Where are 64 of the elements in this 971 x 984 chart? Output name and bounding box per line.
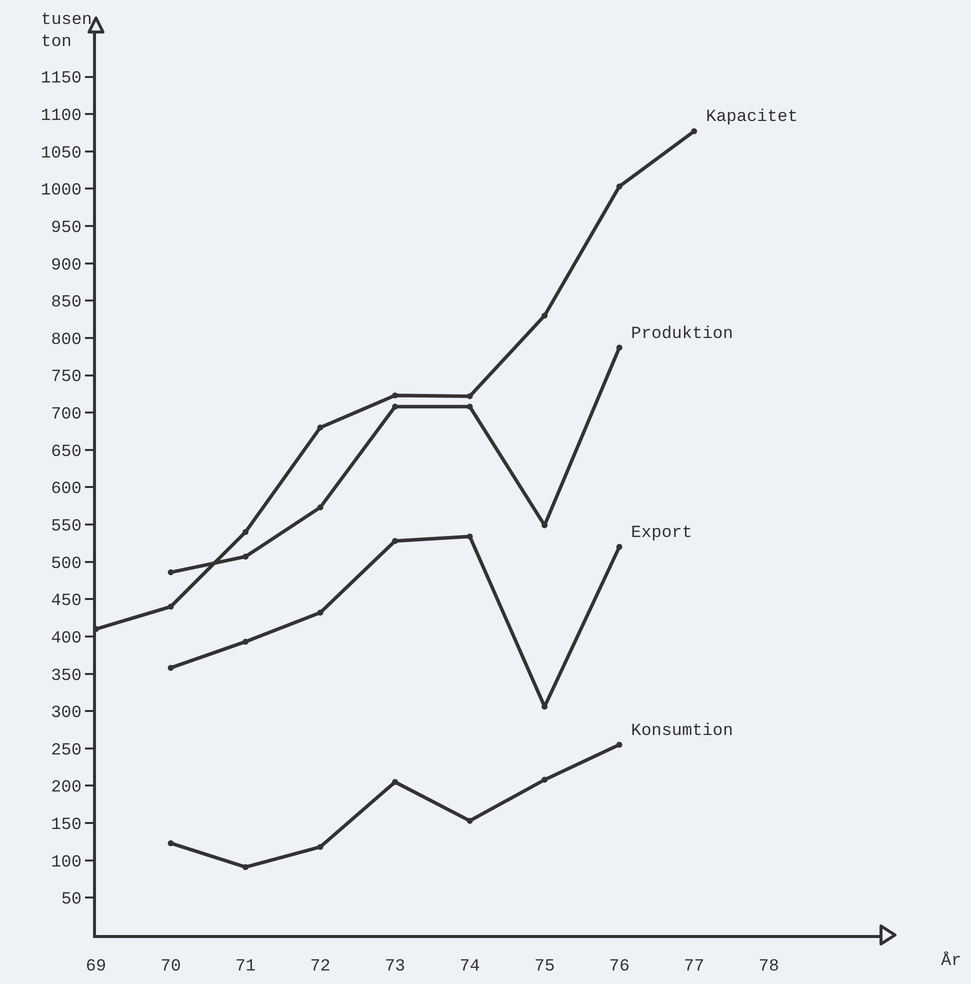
point [168, 664, 174, 671]
point [168, 604, 174, 610]
point [242, 864, 249, 870]
y-tick-label: 550 [50, 518, 82, 536]
x-tick-label: 75 [534, 957, 555, 976]
y-tick-label: 500 [50, 554, 82, 574]
series-label: Export [631, 524, 692, 543]
point [466, 533, 473, 540]
y-tick-label: 50 [61, 890, 82, 910]
y-tick-label: 400 [50, 629, 82, 648]
point [242, 529, 249, 536]
series-label: Produktion [631, 325, 734, 344]
point [542, 312, 548, 319]
y-tick-label: 1050 [40, 144, 82, 164]
y-tick-label: 200 [50, 778, 82, 798]
y-tick-label: 250 [50, 741, 82, 760]
point [242, 554, 249, 560]
point [317, 610, 324, 616]
point [616, 544, 622, 550]
x-tick-label: 78 [758, 957, 780, 976]
y-tick-label: 1000 [40, 182, 82, 201]
y-tick-label: 950 [50, 218, 82, 238]
point [466, 404, 473, 410]
y-tick-label: 350 [50, 666, 82, 686]
x-tick-label: 73 [384, 957, 406, 976]
y-tick-label: 800 [50, 330, 82, 350]
y-tick-label: 850 [50, 294, 82, 313]
y-tick-label: 1100 [40, 107, 82, 126]
point [691, 128, 698, 134]
x-tick-label: 76 [609, 957, 630, 976]
y-tick-label: 300 [50, 704, 82, 724]
point [616, 742, 622, 748]
y-tick-label: 750 [50, 368, 82, 388]
y-axis-title: tusen ton [41, 11, 92, 52]
y-tick-label: 650 [50, 442, 82, 462]
y-tick-label: 1150 [40, 70, 82, 89]
x-tick-label: 77 [684, 957, 704, 976]
point [466, 818, 473, 824]
point [542, 776, 548, 783]
y-tick-label: 700 [50, 406, 82, 425]
y-tick-label: 600 [50, 480, 82, 500]
point [392, 404, 398, 410]
y-tick-label: 100 [50, 853, 82, 872]
y-tick-label: 900 [50, 256, 82, 276]
point [168, 840, 174, 846]
point [317, 844, 324, 850]
x-tick-label: 70 [160, 957, 181, 976]
point [392, 779, 398, 786]
x-tick-label: 72 [310, 957, 330, 976]
point [168, 569, 174, 576]
series-label: Konsumtion [631, 722, 734, 741]
x-axis-title: År [941, 951, 962, 971]
point [242, 638, 249, 645]
x-tick-label: 74 [460, 957, 480, 976]
point [317, 504, 324, 510]
point [317, 424, 324, 431]
series-label: Kapacitet [706, 108, 798, 127]
x-tick-label: 71 [235, 957, 256, 976]
y-tick-label: 150 [50, 816, 82, 836]
point [616, 183, 622, 190]
x-tick-label: 69 [86, 957, 106, 976]
y-tick-label: 450 [50, 592, 82, 612]
point [466, 393, 473, 400]
point [616, 344, 622, 351]
